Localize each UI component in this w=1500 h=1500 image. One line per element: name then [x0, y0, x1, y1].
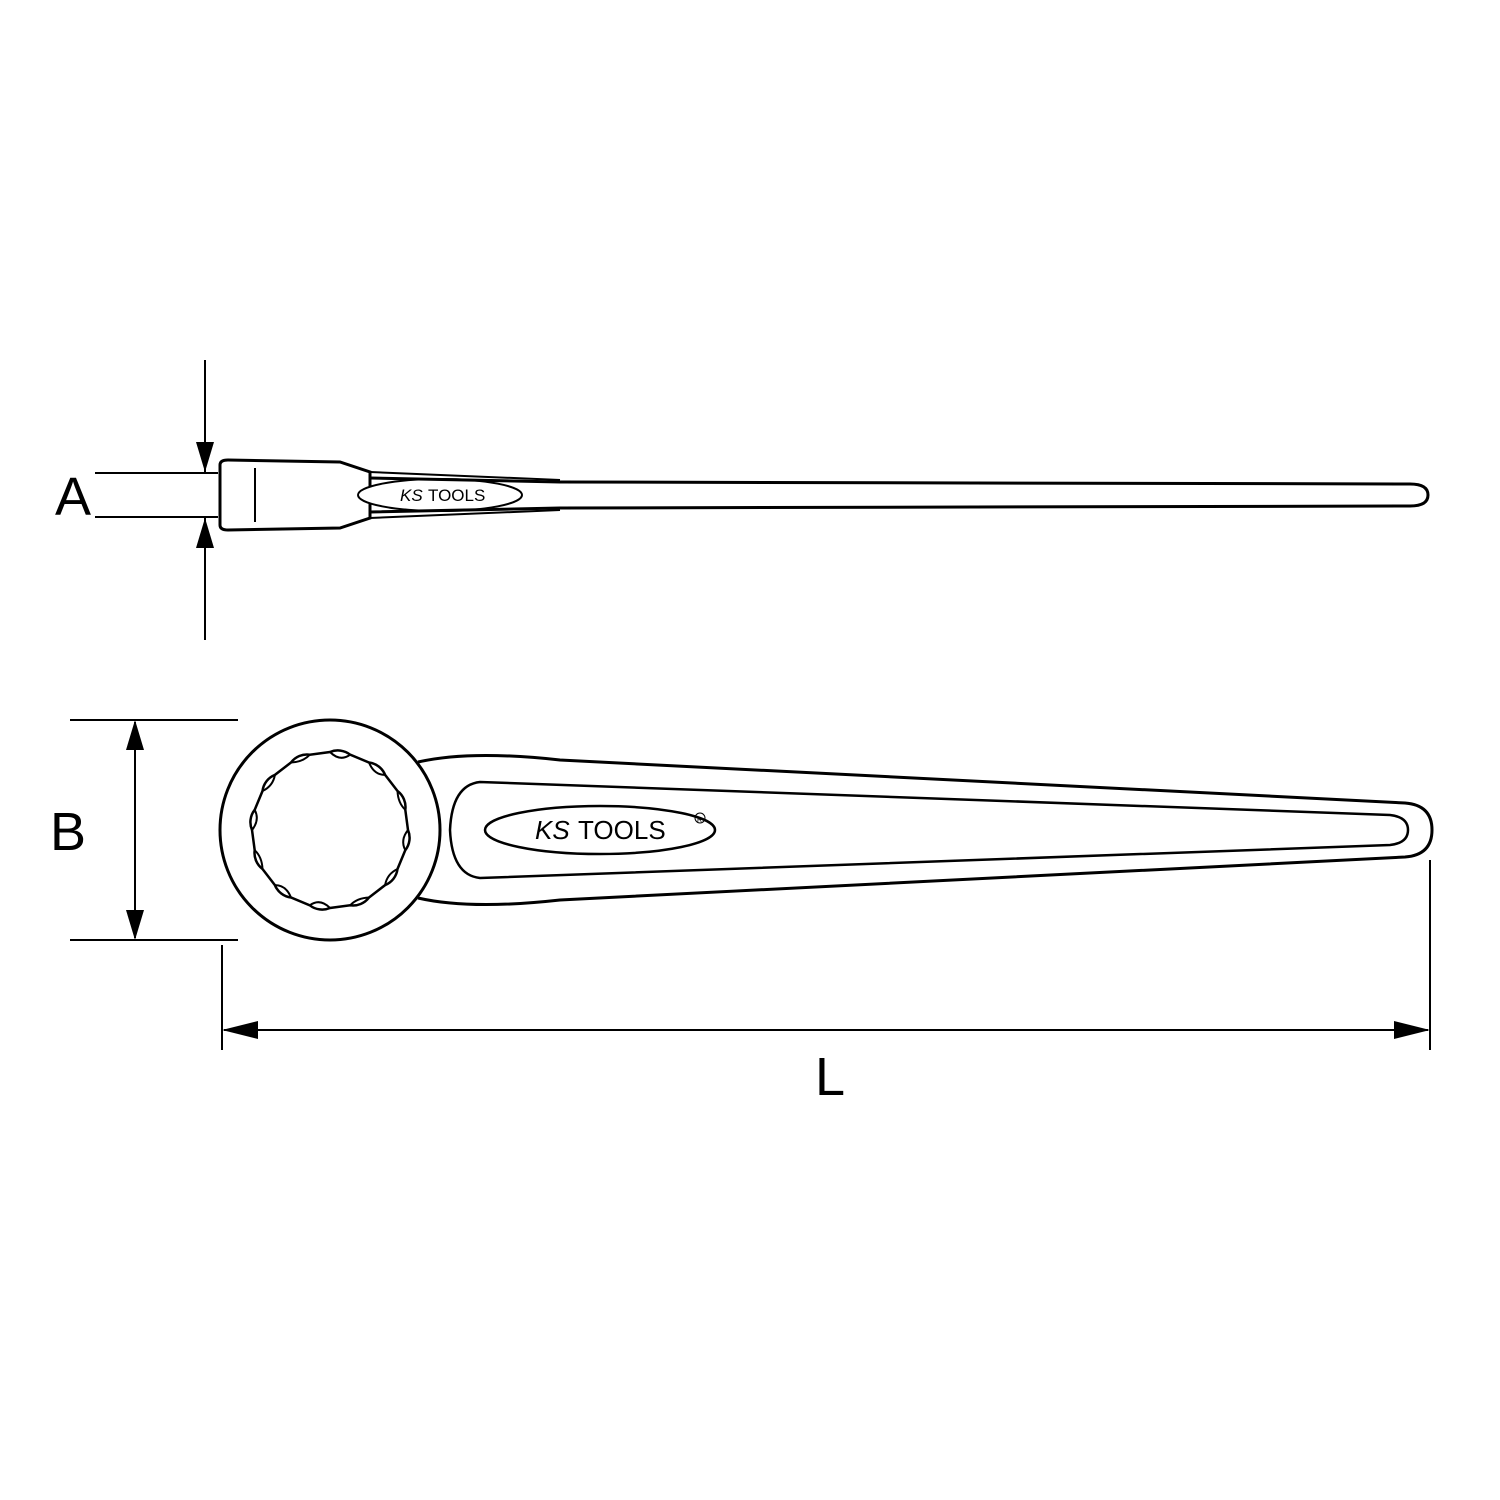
label-b: B [50, 802, 86, 862]
wrench-diagram: KS TOOLS A [0, 0, 1500, 1500]
brand-main: TOOLS [578, 815, 666, 845]
brand-side: TOOLS [428, 486, 485, 505]
side-view: KS TOOLS [220, 460, 1428, 530]
dimension-a: A [55, 360, 218, 640]
dimension-l: L [222, 860, 1430, 1107]
dimension-b: B [50, 720, 238, 940]
svg-text:R: R [697, 817, 702, 824]
brand-prefix-main: KS [535, 815, 570, 845]
label-l: L [815, 1047, 845, 1107]
brand-prefix-side: KS [400, 486, 423, 505]
top-view: KS TOOLS R [220, 720, 1432, 940]
label-a: A [55, 467, 91, 527]
